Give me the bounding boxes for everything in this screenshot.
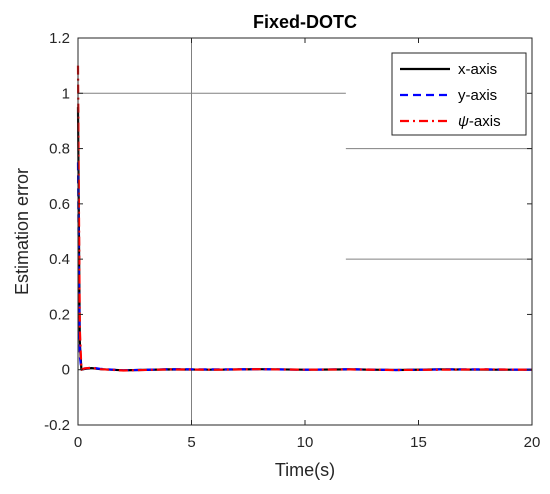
x-tick-label: 20 [524, 434, 541, 451]
y-tick-label: 0 [62, 362, 70, 379]
y-tick-label: 0.2 [49, 306, 70, 323]
y-tick-label: 0.8 [49, 141, 70, 158]
series-layer [76, 65, 533, 372]
x-tick-label: 5 [187, 434, 195, 451]
x-tick-label: 15 [410, 434, 427, 451]
legend-label: ψ-axis [458, 113, 501, 130]
chart-title: Fixed-DOTC [253, 12, 357, 32]
legend-label: x-axis [458, 61, 497, 78]
series-line-psi-axis [76, 65, 533, 372]
y-axis-label: Estimation error [12, 168, 32, 295]
y-tick-label: 1 [62, 85, 70, 102]
axis-tick-labels: 0 5 10 15 20-0.200.20.40.60.811.2 [44, 30, 540, 451]
legend-label: y-axis [458, 87, 497, 104]
legend: x-axis y-axis ψ-axis [391, 52, 527, 136]
y-tick-label: 0.6 [49, 196, 70, 213]
reference-lines [78, 38, 532, 425]
x-tick-label: 10 [297, 434, 314, 451]
y-tick-label: 0.4 [49, 251, 70, 268]
y-tick-label: 1.2 [49, 30, 70, 47]
y-tick-label: -0.2 [44, 417, 70, 434]
x-tick-label: 0 [74, 434, 82, 451]
x-axis-label: Time(s) [275, 460, 335, 480]
axis-ticks [77, 37, 533, 426]
